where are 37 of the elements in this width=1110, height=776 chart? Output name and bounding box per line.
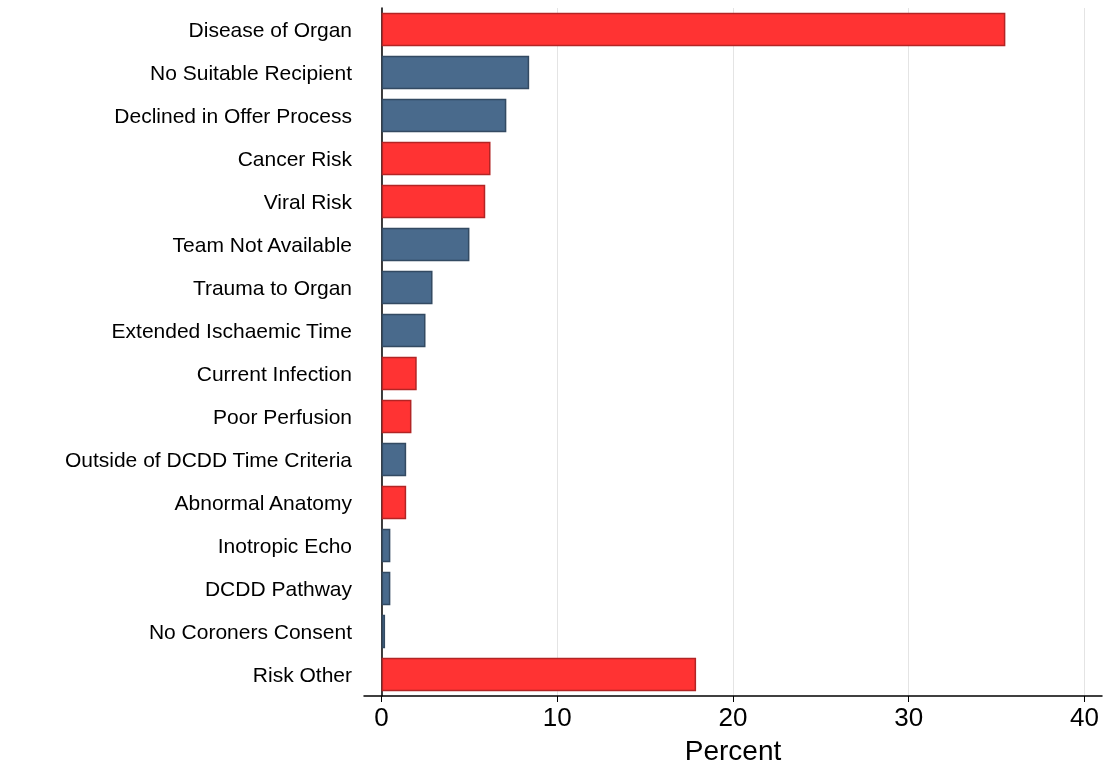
y-tick-label: Team Not Available (172, 233, 352, 256)
x-tick-label: 30 (894, 702, 924, 732)
y-tick-label: DCDD Pathway (204, 577, 353, 600)
bar (381, 313, 426, 348)
y-tick-label: Inotropic Echo (217, 534, 352, 557)
bar (381, 227, 470, 262)
y-tick-label: Outside of DCDD Time Criteria (64, 448, 353, 471)
y-tick-label: Poor Perfusion (213, 405, 352, 428)
bar (381, 657, 697, 692)
y-tick-label: Abnormal Anatomy (174, 491, 353, 514)
bar (381, 98, 507, 133)
x-tick-label: 40 (1069, 702, 1099, 732)
bar (381, 270, 433, 305)
y-tick-label: Disease of Organ (188, 18, 352, 41)
bar (381, 184, 486, 219)
y-tick-label: No Suitable Recipient (150, 61, 353, 84)
y-tick-label: Viral Risk (263, 190, 353, 213)
bar (381, 356, 417, 391)
bar (381, 141, 491, 176)
y-tick-label: Extended Ischaemic Time (111, 319, 352, 342)
bar (381, 12, 1006, 47)
y-tick-label: Current Infection (196, 362, 352, 385)
bar (381, 528, 391, 563)
bar (381, 442, 407, 477)
y-tick-label: Cancer Risk (237, 147, 353, 170)
bar (381, 399, 412, 434)
x-axis-title: Percent (684, 734, 782, 766)
bar (381, 485, 407, 520)
bar (381, 55, 530, 90)
y-tick-label: Trauma to Organ (192, 276, 352, 299)
x-tick-label: 10 (542, 702, 572, 732)
x-tick-label: 0 (374, 702, 389, 732)
y-tick-label: No Coroners Consent (148, 620, 353, 643)
bar (381, 571, 391, 606)
x-tick-label: 20 (718, 702, 748, 732)
y-tick-label: Declined in Offer Process (114, 104, 352, 127)
y-tick-label: Risk Other (252, 663, 353, 686)
